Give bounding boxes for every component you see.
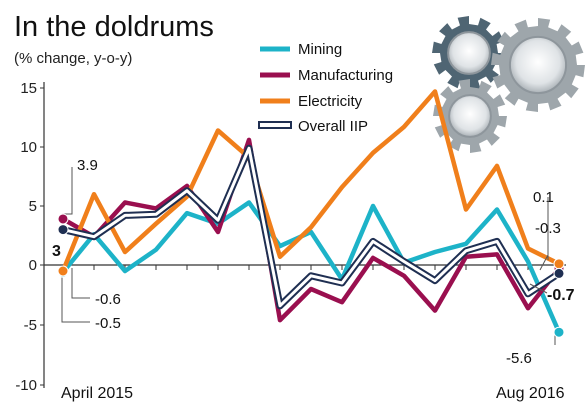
gear-icon	[433, 79, 507, 153]
series-line-mining	[61, 200, 562, 334]
series-line-overall-iip	[62, 146, 560, 308]
annotation-leader-line	[539, 238, 549, 271]
x-label-end: Aug 2016	[496, 385, 565, 402]
data-point-mining	[553, 326, 565, 338]
x-label-start: April 2015	[61, 385, 133, 402]
gears-decoration	[432, 16, 585, 153]
y-tick-label: 10	[20, 139, 37, 156]
gear-hub	[448, 94, 492, 138]
y-tick-label: -10	[15, 377, 37, 394]
anno-mining-start: -0.6	[95, 291, 121, 308]
gear-hub	[508, 35, 568, 95]
chart-subtitle: (% change, y-o-y)	[14, 50, 132, 67]
legend-label-mining: Mining	[298, 41, 342, 58]
legend-label-electricity: Electricity	[298, 93, 363, 110]
legend-item-manufacturing: Manufacturing	[260, 67, 393, 84]
gear-icon	[491, 18, 585, 112]
annotation-leader-line	[71, 268, 90, 299]
y-tick-label: 5	[29, 198, 37, 215]
annotations: 3.9 3 -0.6 -0.5 0.1 -0.3 -0.7 -5.6	[52, 157, 575, 367]
series-line-electricity	[60, 89, 560, 272]
annotation-leader-line	[529, 283, 548, 294]
y-tick-label: 15	[20, 80, 37, 97]
anno-overall-end: -0.7	[547, 287, 575, 304]
data-point-manufacturing	[57, 213, 69, 225]
legend: Mining Manufacturing Electricity Overall…	[258, 41, 393, 135]
legend-label-overall-iip: Overall IIP	[298, 118, 368, 135]
y-tick-labels: 15 10 5 0 -5 -10	[15, 80, 37, 394]
legend-swatch-overall-iip	[258, 121, 292, 129]
gear-hub	[447, 31, 491, 75]
gear-icon	[432, 16, 506, 90]
anno-electricity-start: -0.5	[95, 315, 121, 332]
anno-manufacturing-start: 3.9	[77, 157, 98, 174]
series-lines	[60, 89, 562, 334]
annotation-leader-line	[62, 167, 73, 215]
legend-label-manufacturing: Manufacturing	[298, 67, 393, 84]
y-tick-label: 0	[29, 257, 37, 274]
anno-mining-end: -5.6	[506, 350, 532, 367]
legend-item-overall-iip: Overall IIP	[258, 118, 368, 135]
anno-electricity-end: 0.1	[533, 189, 554, 206]
data-point-overall-iip	[57, 224, 69, 236]
data-point-overall-iip	[553, 267, 565, 279]
data-point-electricity	[553, 258, 565, 270]
y-tick-label: -5	[24, 317, 37, 334]
series-line-manufacturing	[61, 137, 561, 323]
anno-overall-start: 3	[52, 243, 61, 260]
legend-item-electricity: Electricity	[260, 93, 363, 110]
end-markers	[57, 213, 565, 338]
chart-title: In the doldrums	[14, 11, 214, 43]
legend-item-mining: Mining	[260, 41, 342, 58]
data-point-electricity	[57, 265, 69, 277]
annotation-leader-line	[61, 270, 90, 323]
